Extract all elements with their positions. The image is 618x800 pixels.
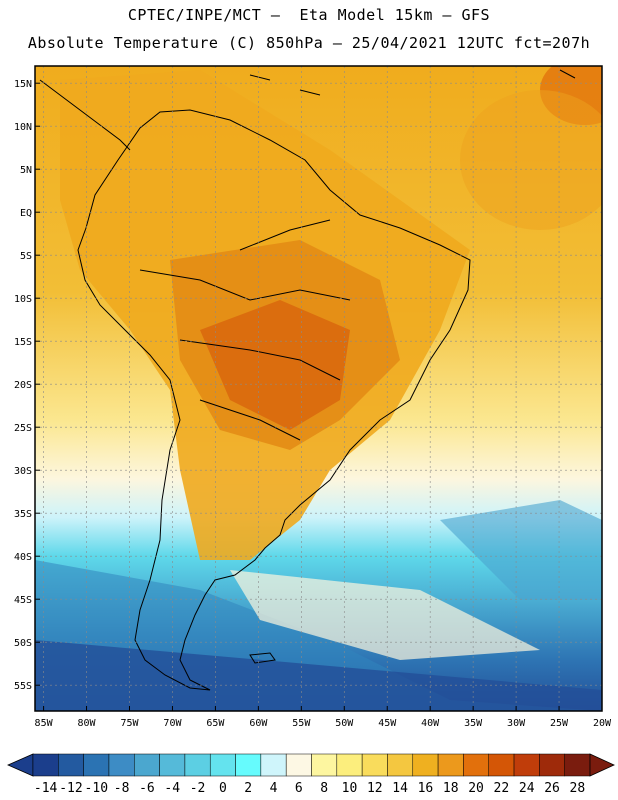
lat-tick-label: 55S [14,681,32,692]
colorbar-swatch [108,753,135,777]
lat-tick-label: 10S [14,294,32,305]
colorbar-swatch [159,753,186,777]
lat-tick-label: 50S [14,638,32,649]
colorbar-label: 16 [418,781,434,796]
chart-title-line2: Absolute Temperature (C) 850hPa – 25/04/… [27,34,591,52]
colorbar-over-arrow [589,753,615,777]
colorbar-label: -10 [85,781,108,796]
colorbar-label: -12 [59,781,82,796]
coastlines [39,69,576,691]
colorbar-swatch [336,753,363,777]
colorbar-swatch [58,753,84,777]
colorbar-label: 2 [244,781,252,796]
colorbar-label: 20 [468,781,484,796]
temperature-field [35,66,602,711]
colorbar-swatch [311,753,338,777]
map-frame [34,65,603,712]
colorbar-swatch [513,753,540,777]
colorbar: -14 -12 -10 -8 -6 -4 -2 0 2 4 6 8 10 12 14 16 18 20 22 24 26… [7,753,615,796]
colorbar-swatch [463,753,489,777]
lon-tick-label: 85W [35,718,54,729]
south-america-coastline [77,109,471,691]
lat-tick-label: 30S [14,466,32,477]
colorbar-label: 14 [392,781,408,796]
longitude-axis: 85W 80W 75W 70W 65W 60W 55W 50W 45W 40W 35W 30W 25W 2… [35,706,612,729]
colorbar-label: 24 [519,781,535,796]
lat-tick-label: 5N [20,165,32,176]
lat-tick-label: 15S [14,337,32,348]
chart-title-line1: CPTEC/INPE/MCT – Eta Model 15km – GFS [127,6,491,24]
lon-tick-label: 30W [507,718,526,729]
central-america-coastline [39,79,131,151]
colorbar-label: -8 [114,781,130,796]
colorbar-label: 18 [443,781,459,796]
colorbar-swatch [134,753,160,777]
falklands [249,652,276,664]
lon-tick-label: 25W [550,718,569,729]
lon-tick-label: 60W [249,718,268,729]
lon-tick-label: 70W [163,718,182,729]
lat-tick-label: EQ [20,208,32,219]
colorbar-swatch [32,753,59,777]
lon-tick-label: 40W [421,718,440,729]
colorbar-swatch [83,753,110,777]
lon-tick-label: 75W [120,718,139,729]
colorbar-label: 4 [270,781,278,796]
colorbar-label: -2 [190,781,206,796]
lon-tick-label: 65W [206,718,225,729]
colorbar-label: 26 [544,781,560,796]
colorbar-label: 8 [320,781,328,796]
lon-tick-label: 45W [378,718,397,729]
colorbar-swatch [387,753,414,777]
colorbar-label: -4 [164,781,180,796]
colorbar-label: -6 [139,781,155,796]
lon-tick-label: 80W [78,718,97,729]
lat-tick-label: 35S [14,509,32,520]
colorbar-swatch [235,753,262,777]
lat-tick-label: 25S [14,423,32,434]
colorbar-swatch [564,753,591,777]
colorbar-under-arrow [7,753,34,777]
colorbar-swatch [260,753,287,777]
colorbar-label: 28 [570,781,586,796]
lat-tick-label: 45S [14,595,32,606]
colorbar-label: 22 [494,781,510,796]
lat-tick-label: 40S [14,552,32,563]
caribbean-islands [249,69,576,96]
colorbar-label: 0 [219,781,227,796]
colorbar-label: -14 [34,781,58,796]
lat-tick-label: 20S [14,380,32,391]
latitude-axis: 15N 10N 5N EQ 5S 10S 15S 20S 25S 30S 35S 40S 45S 50S 5… [14,79,40,692]
colorbar-swatch [488,753,515,777]
colorbar-label: 6 [295,781,303,796]
lon-tick-label: 20W [593,718,612,729]
lat-tick-label: 10N [14,122,32,133]
colorbar-swatch [361,753,388,777]
lon-tick-label: 50W [335,718,354,729]
brazil-borders [139,219,351,441]
colorbar-label: 10 [342,781,358,796]
lon-tick-label: 55W [292,718,311,729]
colorbar-swatch [184,753,211,777]
lat-tick-label: 15N [14,79,32,90]
lon-tick-label: 35W [464,718,483,729]
colorbar-swatch [412,753,439,777]
colorbar-label: 12 [367,781,383,796]
colorbar-swatch [285,753,312,777]
lat-tick-label: 5S [20,251,32,262]
colorbar-swatch [209,753,236,777]
colorbar-swatch [437,753,464,777]
colorbar-swatch [539,753,565,777]
